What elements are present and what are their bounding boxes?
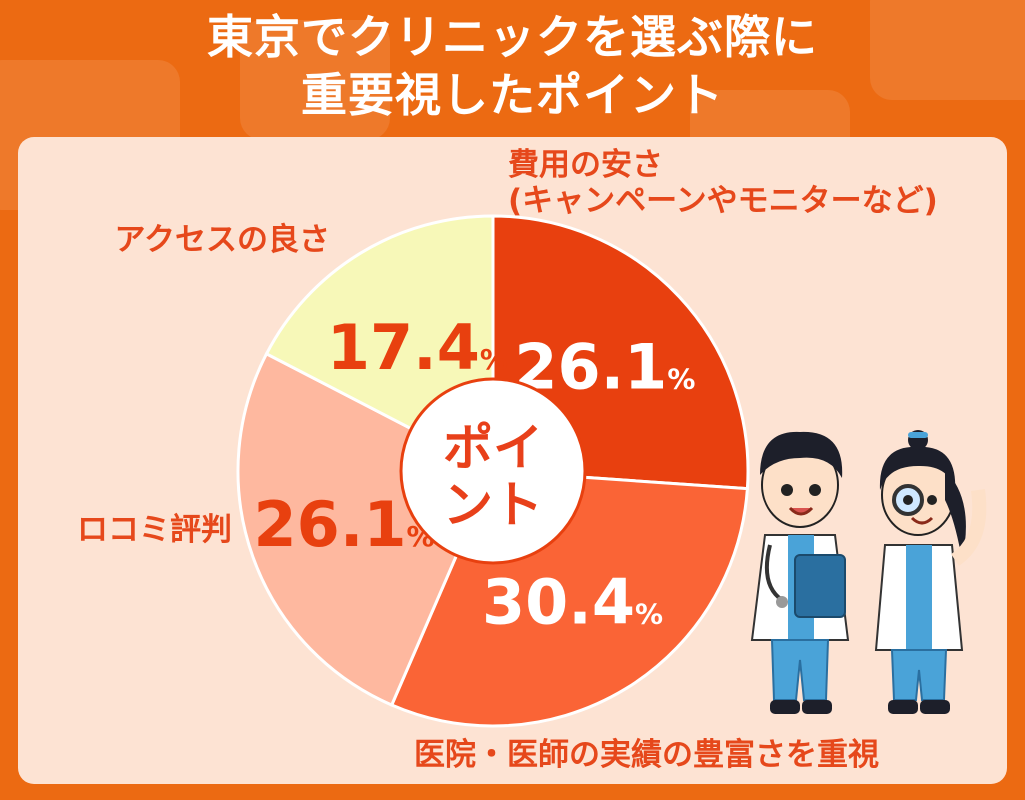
male-doctor-icon [750,431,850,714]
pie-labels: 26.1% 費用の安さ(キャンペーンやモニターなど) 30.4% 医院・医師の実績の豊… [77,147,938,773]
title-line-2: 重要視したポイント [301,68,724,122]
page-title: 東京でクリニックを選ぶ際に 重要視したポイント [0,8,1025,124]
center-label-line-2: ント [443,476,543,534]
center-label-line-1: ポイ [443,419,543,477]
slice-value-label: 17.4% [327,311,508,384]
center-circle [399,377,587,565]
female-doctor-icon [874,430,987,714]
title-line-1: 東京でクリニックを選ぶ際に [207,10,818,64]
bg-shape [870,0,1025,100]
slice-value-label: 30.4% [482,566,663,639]
slice-category-label: ロコミ評判 [77,512,232,548]
slice-category-label: 医院・医師の実績の豊富さを重視 [414,737,879,773]
slice-value-label: 26.1% [254,488,435,561]
bg-shape [240,20,390,140]
slice-category-label: アクセスの良さ [115,222,330,258]
slice-category-label: 費用の安さ(キャンペーンやモニターなど) [508,147,938,219]
two-doctors-illustration [750,430,987,714]
